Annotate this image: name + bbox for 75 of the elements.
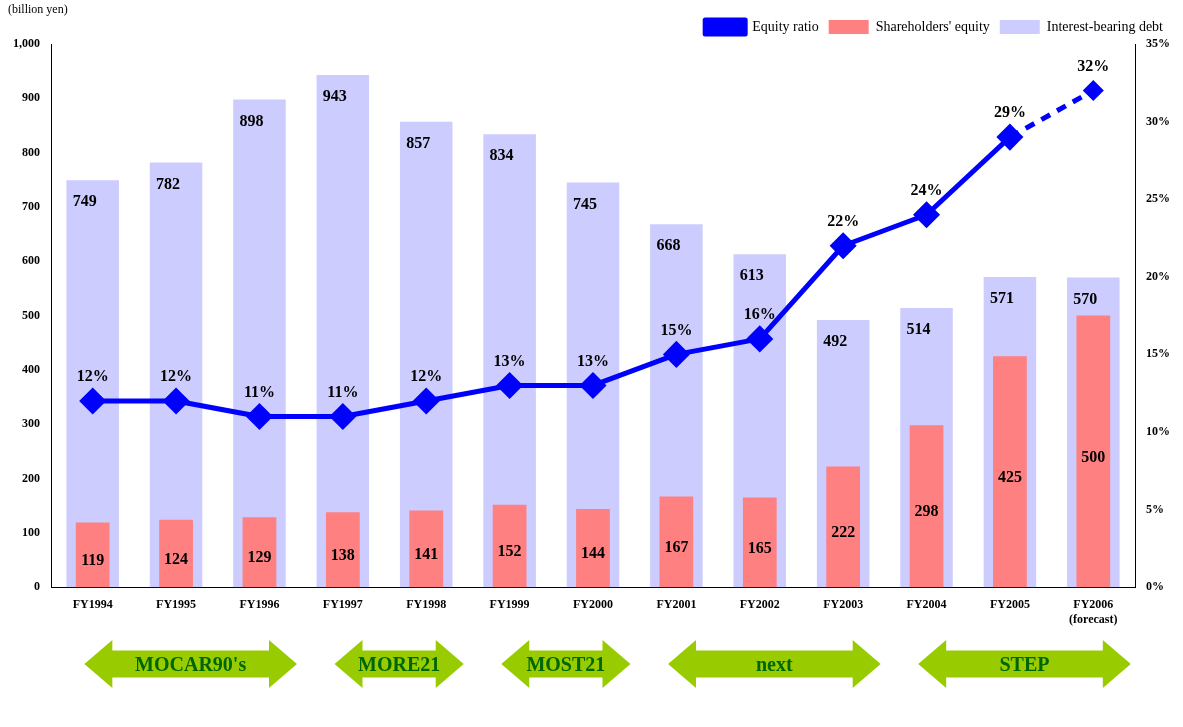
x-tick-label: FY2006 (forecast)	[1069, 597, 1118, 626]
data-label: 514	[906, 320, 931, 338]
x-tick-label: FY2004	[906, 597, 947, 612]
y-tick-label: 800	[22, 144, 40, 159]
legend-label: Interest-bearing debt	[1046, 18, 1164, 34]
y2-tick-label: 25%	[1146, 191, 1170, 206]
data-label: 141	[414, 545, 439, 563]
data-label: 834	[489, 146, 514, 164]
data-label: 129	[247, 548, 272, 566]
data-label: 745	[573, 194, 597, 212]
y2-tick-label: 35%	[1146, 36, 1170, 51]
y-tick-label: 0	[34, 579, 40, 594]
data-label: 165	[747, 538, 772, 556]
x-tick-label: FY2001	[656, 597, 697, 612]
data-label: 15%	[660, 320, 693, 338]
data-label: 857	[406, 133, 431, 151]
data-label: 222	[831, 523, 856, 541]
y-tick-label: 1,000	[13, 36, 40, 51]
y-tick-label: 500	[22, 307, 40, 322]
data-label: 144	[581, 544, 605, 562]
data-label: 668	[656, 236, 681, 254]
data-label: 32%	[1077, 56, 1110, 74]
data-label: 119	[81, 551, 105, 569]
y2-tick-label: 15%	[1146, 346, 1170, 361]
data-label: 12%	[410, 367, 443, 385]
y-tick-label: 100	[22, 524, 40, 539]
y2-tick-label: 0%	[1146, 579, 1164, 594]
data-label: 613	[739, 266, 764, 284]
x-tick-label: FY1995	[156, 597, 197, 612]
data-label: 167	[664, 537, 689, 555]
y2-tick-label: 10%	[1146, 424, 1170, 439]
data-label: 22%	[827, 211, 860, 229]
data-label: 425	[997, 467, 1022, 485]
x-tick-label: FY1994	[72, 597, 113, 612]
data-label: 13%	[493, 351, 526, 369]
data-label: 782	[156, 174, 181, 192]
data-label: 29%	[993, 103, 1026, 121]
x-tick-label: FY2000	[573, 597, 613, 612]
x-tick-label: FY1996	[239, 597, 280, 612]
y-tick-label: 700	[22, 199, 40, 214]
legend-label: Shareholders' equity	[875, 18, 990, 34]
x-tick-label: FY2005	[989, 597, 1030, 612]
data-label: 11%	[327, 382, 359, 400]
data-label: 943	[322, 87, 347, 105]
data-label: 152	[497, 542, 522, 560]
y-tick-label: 400	[22, 362, 40, 377]
data-label: 571	[989, 289, 1014, 307]
data-label: 138	[330, 545, 355, 563]
x-tick-label: FY1997	[322, 597, 363, 612]
x-tick-label: FY1998	[406, 597, 447, 612]
data-label: 492	[823, 332, 848, 350]
y-tick-label: 900	[22, 90, 40, 105]
x-tick-label: FY1999	[489, 597, 530, 612]
y-tick-label: 300	[22, 416, 40, 431]
data-label: 124	[164, 549, 189, 567]
data-label: 12%	[76, 367, 109, 385]
y2-tick-label: 30%	[1146, 113, 1170, 128]
data-label: 16%	[743, 305, 776, 323]
legend-label: Equity ratio	[752, 18, 819, 34]
x-tick-label: FY2003	[823, 597, 864, 612]
data-label: 500	[1081, 447, 1106, 465]
y2-tick-label: 20%	[1146, 268, 1170, 283]
y2-tick-label: 5%	[1146, 501, 1164, 516]
x-tick-label: FY2002	[739, 597, 780, 612]
data-label: 13%	[577, 351, 609, 369]
data-label: 12%	[160, 367, 193, 385]
data-label: 898	[239, 111, 264, 129]
y-axis-title: (billion yen)	[8, 2, 68, 17]
data-label: 298	[914, 502, 939, 520]
data-label: 11%	[243, 382, 276, 400]
data-label: 749	[72, 192, 97, 210]
y-tick-label: 600	[22, 253, 40, 268]
data-label: 570	[1073, 289, 1098, 307]
data-label: 24%	[910, 180, 943, 198]
y-tick-label: 200	[22, 470, 40, 485]
